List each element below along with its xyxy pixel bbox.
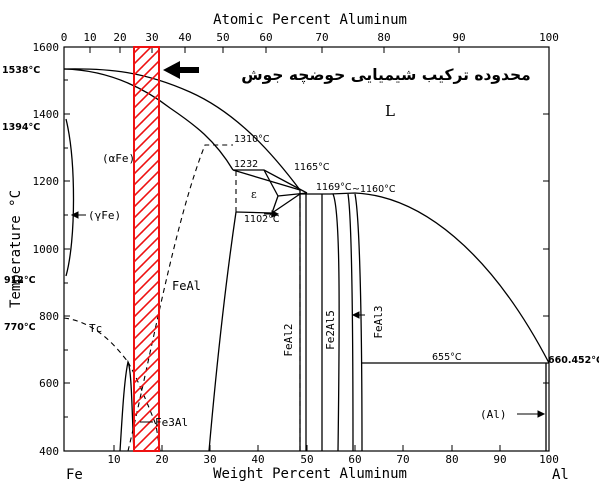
svg-text:80: 80 (377, 31, 390, 44)
svg-text:1400: 1400 (33, 108, 60, 121)
svg-text:20: 20 (113, 31, 126, 44)
svg-text:1000: 1000 (33, 243, 60, 256)
svg-text:100: 100 (539, 31, 559, 44)
svg-text:10: 10 (83, 31, 96, 44)
weld-pool-annotation: محدوده ترکیب شیمیایی حوضچه جوش (241, 66, 531, 85)
svg-text:10: 10 (107, 453, 120, 466)
svg-text:70: 70 (315, 31, 328, 44)
svg-text:40: 40 (178, 31, 191, 44)
top-tick-labels: 0 10 20 30 40 50 60 70 80 90 100 (61, 31, 559, 44)
gamma-loop (65, 118, 75, 277)
label-1165: 1165°C (294, 162, 330, 173)
svg-text:60: 60 (259, 31, 272, 44)
top-axis-title: Atomic Percent Aluminum (213, 12, 407, 28)
fe2al5-label: Fe2Al5 (324, 310, 337, 350)
liquid-label: L (385, 102, 395, 120)
annotation-arrow (163, 61, 199, 79)
temperature-labels: 1538°C 1394°C 912°C 770°C 660.452°C (2, 65, 599, 366)
svg-text:50: 50 (216, 31, 229, 44)
label-912: 912°C (4, 275, 36, 286)
label-1160: ~1160°C (352, 184, 396, 195)
svg-text:30: 30 (203, 453, 216, 466)
al-label: Al (552, 467, 569, 483)
left-axis-ticks (64, 46, 70, 452)
phase-labels: L (αFe) (γFe) FeAl ε Tc Fe3Al (Al) FeAl2… (88, 102, 507, 429)
alpha-fe-label: (αFe) (102, 152, 135, 165)
tc-label: Tc (89, 322, 102, 335)
dashed-boundaries (63, 144, 301, 452)
svg-text:100: 100 (539, 453, 559, 466)
svg-text:80: 80 (445, 453, 458, 466)
svg-text:60: 60 (348, 453, 361, 466)
svg-text:400: 400 (39, 445, 59, 458)
label-655: 655°C (432, 352, 462, 363)
epsilon-label: ε (251, 188, 257, 201)
label-arrows (70, 210, 546, 423)
weld-pool-band (133, 46, 160, 452)
fe3al-label: Fe3Al (155, 416, 188, 429)
svg-text:30: 30 (145, 31, 158, 44)
svg-text:20: 20 (155, 453, 168, 466)
svg-text:600: 600 (39, 377, 59, 390)
liquidus-line (63, 68, 301, 191)
svg-text:50: 50 (300, 453, 313, 466)
svg-text:70: 70 (396, 453, 409, 466)
temperature-labels-inner: 1310°C 1232 1165°C 1169°C ~1160°C 1102°C… (234, 134, 462, 363)
y-tick-labels: 1600 1400 1200 1000 800 600 400 (33, 41, 60, 458)
feal-label: FeAl (172, 279, 201, 293)
label-770: 770°C (4, 322, 36, 333)
label-1310: 1310°C (234, 134, 270, 145)
al-phase-label: (Al) (480, 408, 507, 421)
svg-text:90: 90 (493, 453, 506, 466)
svg-text:40: 40 (251, 453, 264, 466)
right-axis-ticks (543, 113, 549, 384)
label-1169: 1169°C (316, 182, 352, 193)
svg-text:1200: 1200 (33, 175, 60, 188)
svg-text:0: 0 (61, 31, 68, 44)
label-1232: 1232 (234, 159, 258, 170)
bottom-axis-title: Weight Percent Aluminum (213, 466, 407, 482)
gamma-fe-label: (γFe) (88, 209, 121, 222)
svg-text:1600: 1600 (33, 41, 60, 54)
y-axis-title: Temperature °C (8, 190, 24, 308)
bottom-axis-ticks (113, 445, 501, 451)
feal3-label: FeAl3 (372, 305, 385, 338)
svg-text:800: 800 (39, 310, 59, 323)
label-1660: 660.452°C (548, 355, 599, 366)
svg-text:90: 90 (452, 31, 465, 44)
feal2-label: FeAl2 (282, 323, 295, 356)
label-1394: 1394°C (2, 122, 40, 133)
label-1538: 1538°C (2, 65, 40, 76)
bottom-tick-labels: 10 20 30 40 50 60 70 80 90 100 (107, 453, 559, 466)
label-1102: 1102°C (244, 214, 280, 225)
fe-label: Fe (66, 467, 83, 483)
liquidus-al-side (300, 192, 550, 364)
